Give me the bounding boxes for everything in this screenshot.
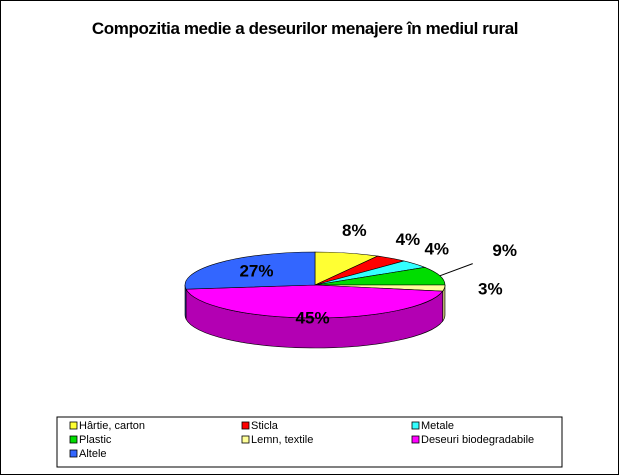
pie-slice xyxy=(185,284,444,319)
legend-label: Altele xyxy=(79,448,107,460)
legend-marker xyxy=(69,435,78,444)
legend-box xyxy=(56,416,563,468)
data-label: 9% xyxy=(492,241,517,260)
legend-label: Sticla xyxy=(251,420,279,432)
legend-marker xyxy=(241,435,250,444)
legend-label: Metale xyxy=(421,420,454,432)
data-label: 27% xyxy=(239,261,273,280)
chart-title: Compozitia medie a deseurilor menajere î… xyxy=(91,19,519,38)
pie-side xyxy=(184,284,187,320)
legend-marker xyxy=(69,421,78,430)
pie-slice xyxy=(184,251,316,290)
data-label: 45% xyxy=(296,308,330,327)
legend-marker xyxy=(241,421,250,430)
data-label: 8% xyxy=(342,221,367,240)
legend-label: Deseuri biodegradabile xyxy=(421,434,534,446)
data-label: 4% xyxy=(424,239,449,258)
legend-label: Plastic xyxy=(79,434,112,446)
legend-label: Lemn, textile xyxy=(251,434,313,446)
legend-marker xyxy=(69,449,78,458)
leader-line xyxy=(439,263,473,277)
legend-marker xyxy=(411,435,420,444)
data-label: 3% xyxy=(478,280,503,299)
legend-label: Hârtie, carton xyxy=(79,420,145,432)
legend-marker xyxy=(411,421,420,430)
data-label: 4% xyxy=(396,230,421,249)
